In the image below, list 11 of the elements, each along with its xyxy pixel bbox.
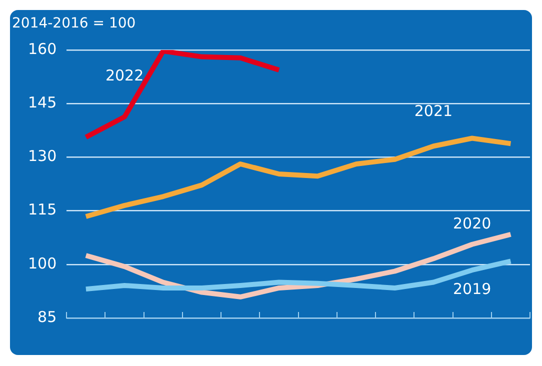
- y-tick-label: 100: [28, 254, 57, 272]
- series-label: 2022: [105, 66, 144, 85]
- series-label: 2021: [414, 102, 453, 120]
- y-tick-label: 160: [28, 40, 57, 58]
- series-label: 2019: [452, 280, 492, 298]
- y-axis-title: 2014-2016 = 100: [12, 16, 136, 32]
- series-label: 2020: [452, 214, 492, 232]
- y-tick-label: 115: [28, 200, 57, 219]
- y-tick-label: 85: [38, 308, 57, 326]
- y-tick-label: 130: [28, 147, 57, 166]
- y-tick-label: 145: [28, 93, 57, 112]
